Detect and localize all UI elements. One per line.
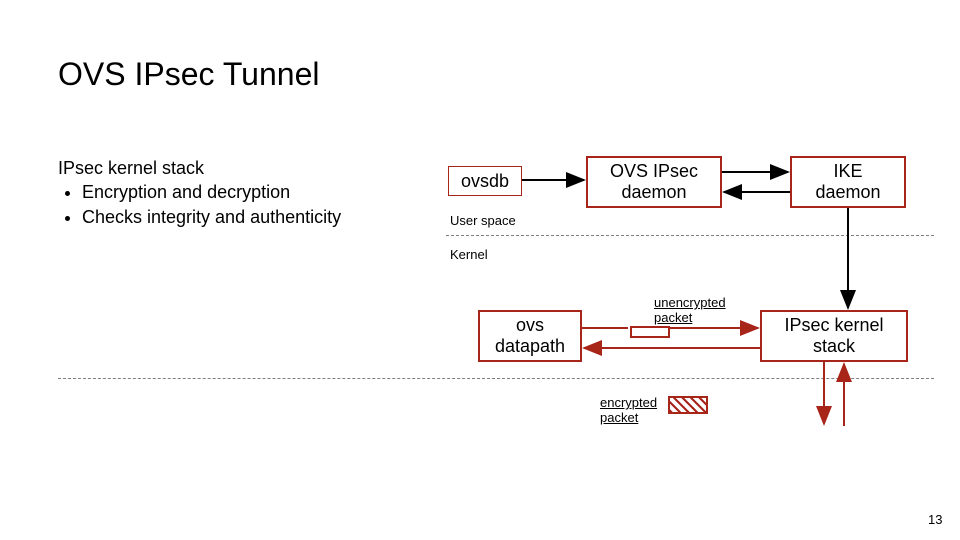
page-number: 13 (928, 512, 942, 527)
arrow-ovsdb-to-ovsipsec (0, 0, 960, 540)
